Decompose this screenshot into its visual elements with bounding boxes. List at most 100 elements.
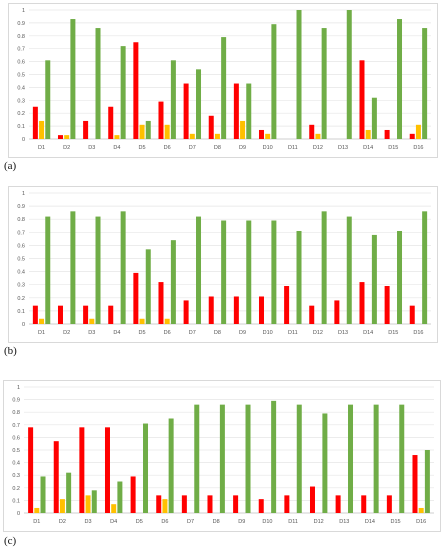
- chart-b: 0 0.1 0.2 0.3 0.4 0.5 0.6 0.7 0.8 0.9 1 D1 D2 D3 D4 D5 D…: [17, 191, 431, 336]
- chart-frame-c: 0 0.1 0.2 0.3 0.4 0.5 0.6 0.7 0.8 0.9 1 D1 D2 D3 D4 D5 D…: [3, 380, 441, 532]
- bar-a-d12-s1: [309, 124, 315, 139]
- bar-c-d5-s1: [130, 476, 136, 513]
- bar-c-d2-s1: [53, 441, 59, 513]
- x-tick-label: D2: [63, 145, 70, 151]
- bar-a-d4-s3: [120, 46, 126, 140]
- bar-a-d5-s1: [133, 42, 139, 139]
- bar-b-d5-s1: [133, 272, 139, 324]
- y-tick-label: 0.5: [17, 257, 25, 263]
- y-tick-label: 1: [22, 8, 25, 14]
- x-tick-label: D3: [85, 519, 92, 525]
- panel-c: 0 0.1 0.2 0.3 0.4 0.5 0.6 0.7 0.8 0.9 1 D1 D2 D3 D4 D5 D…: [0, 377, 443, 550]
- bar-a-d6-s1: [158, 101, 164, 139]
- y-tick-label: 0.9: [17, 204, 25, 210]
- y-tick-label: 0: [17, 511, 20, 517]
- bar-b-d7-s3: [196, 216, 202, 324]
- x-tick-label: D3: [88, 330, 95, 336]
- x-tick-label: D15: [388, 330, 398, 336]
- bar-b-d11-s3: [296, 230, 302, 324]
- bar-a-d12-s2: [315, 133, 321, 139]
- bar-c-d8-s3: [219, 404, 225, 513]
- bar-a-d9-s3: [246, 83, 252, 139]
- bar-c-d11-s3: [296, 404, 302, 513]
- x-tick-label: D14: [363, 145, 373, 151]
- y-tick-label: 0.1: [17, 124, 25, 130]
- bar-c-d3-s3: [91, 490, 97, 513]
- bar-c-d4-s3: [117, 481, 123, 513]
- bar-c-d5-s3: [143, 423, 149, 513]
- x-tick-label: D12: [313, 330, 323, 336]
- panel-label-c: (c): [4, 535, 17, 547]
- x-tick-label: D5: [139, 330, 146, 336]
- bar-c-d7-s1: [181, 495, 187, 513]
- bar-a-d6-s3: [170, 60, 176, 140]
- y-tick-label: 0.3: [17, 283, 25, 289]
- bar-a-d14-s1: [359, 60, 365, 140]
- x-tick-label: D7: [187, 519, 194, 525]
- x-tick-label: D4: [110, 519, 117, 525]
- bar-a-d1-s1: [32, 106, 38, 139]
- bar-b-d1-s1: [32, 305, 38, 324]
- x-tick-label: D13: [338, 145, 348, 151]
- bar-c-d14-s1: [361, 495, 367, 513]
- x-tick-label: D10: [263, 145, 273, 151]
- y-tick-label: 0.4: [17, 85, 25, 91]
- x-tick-label: D13: [338, 330, 348, 336]
- bar-b-d10-s3: [271, 220, 277, 324]
- bar-a-d11-s3: [296, 10, 302, 139]
- bar-a-d16-s3: [422, 28, 428, 140]
- bar-b-d13-s1: [334, 300, 340, 324]
- y-tick-label: 0.8: [17, 34, 25, 40]
- bar-a-d10-s3: [271, 24, 277, 139]
- x-tick-label: D7: [189, 330, 196, 336]
- bar-c-d16-s1: [412, 455, 418, 513]
- bar-c-d9-s1: [233, 495, 239, 513]
- x-tick-label: D4: [113, 145, 120, 151]
- x-tick-label: D6: [164, 145, 171, 151]
- bar-c-d1-s1: [28, 427, 34, 513]
- bar-c-d1-s3: [40, 476, 46, 513]
- x-tick-label: D15: [388, 145, 398, 151]
- chart-frame-a: 0 0.1 0.2 0.3 0.4 0.5 0.6 0.7 0.8 0.9 1 D1 D2 D3 D4 D5 D…: [8, 3, 438, 158]
- bar-a-d12-s3: [321, 28, 327, 140]
- bar-b-d9-s3: [246, 220, 252, 324]
- bar-b-d5-s2: [139, 318, 145, 324]
- y-tick-label: 0.7: [17, 230, 25, 236]
- bar-b-d8-s1: [208, 296, 214, 324]
- bar-a-d10-s1: [258, 129, 264, 139]
- bar-a-d2-s3: [70, 19, 76, 139]
- bar-b-d3-s1: [83, 305, 89, 324]
- x-tick-label: D1: [38, 330, 45, 336]
- bar-b-d7-s1: [183, 300, 189, 324]
- x-tick-label: D15: [391, 519, 401, 525]
- bar-a-d7-s3: [196, 69, 202, 139]
- y-tick-label: 0.3: [12, 473, 20, 479]
- x-tick-label: D14: [363, 330, 373, 336]
- x-tick-label: D3: [88, 145, 95, 151]
- bar-b-d12-s3: [321, 211, 327, 324]
- bar-a-d1-s2: [39, 120, 45, 139]
- bar-b-d3-s3: [95, 216, 101, 324]
- x-tick-label: D1: [33, 519, 40, 525]
- bar-b-d6-s1: [158, 282, 164, 324]
- y-tick-label: 0.7: [17, 47, 25, 53]
- bar-b-d2-s1: [57, 305, 63, 324]
- bar-a-d8-s3: [221, 37, 227, 140]
- bar-b-d1-s3: [45, 216, 51, 324]
- bar-c-d13-s3: [348, 404, 354, 513]
- bar-c-d3-s2: [85, 495, 91, 513]
- y-tick-label: 0.2: [17, 111, 25, 117]
- bar-c-d3-s1: [79, 427, 85, 513]
- x-tick-label: D5: [139, 145, 146, 151]
- y-tick-label: 1: [22, 191, 25, 197]
- x-tick-label: D2: [59, 519, 66, 525]
- y-tick-label: 0: [22, 137, 25, 143]
- bar-c-d7-s3: [194, 404, 200, 513]
- bar-c-d15-s1: [386, 495, 392, 513]
- x-tick-label: D9: [239, 145, 246, 151]
- x-tick-label: D11: [288, 519, 298, 525]
- bar-b-d3-s2: [89, 318, 95, 324]
- bar-c-d6-s3: [168, 418, 174, 513]
- panel-a: 0 0.1 0.2 0.3 0.4 0.5 0.6 0.7 0.8 0.9 1 D1 D2 D3 D4 D5 D…: [0, 0, 443, 176]
- bar-b-d6-s3: [170, 240, 176, 324]
